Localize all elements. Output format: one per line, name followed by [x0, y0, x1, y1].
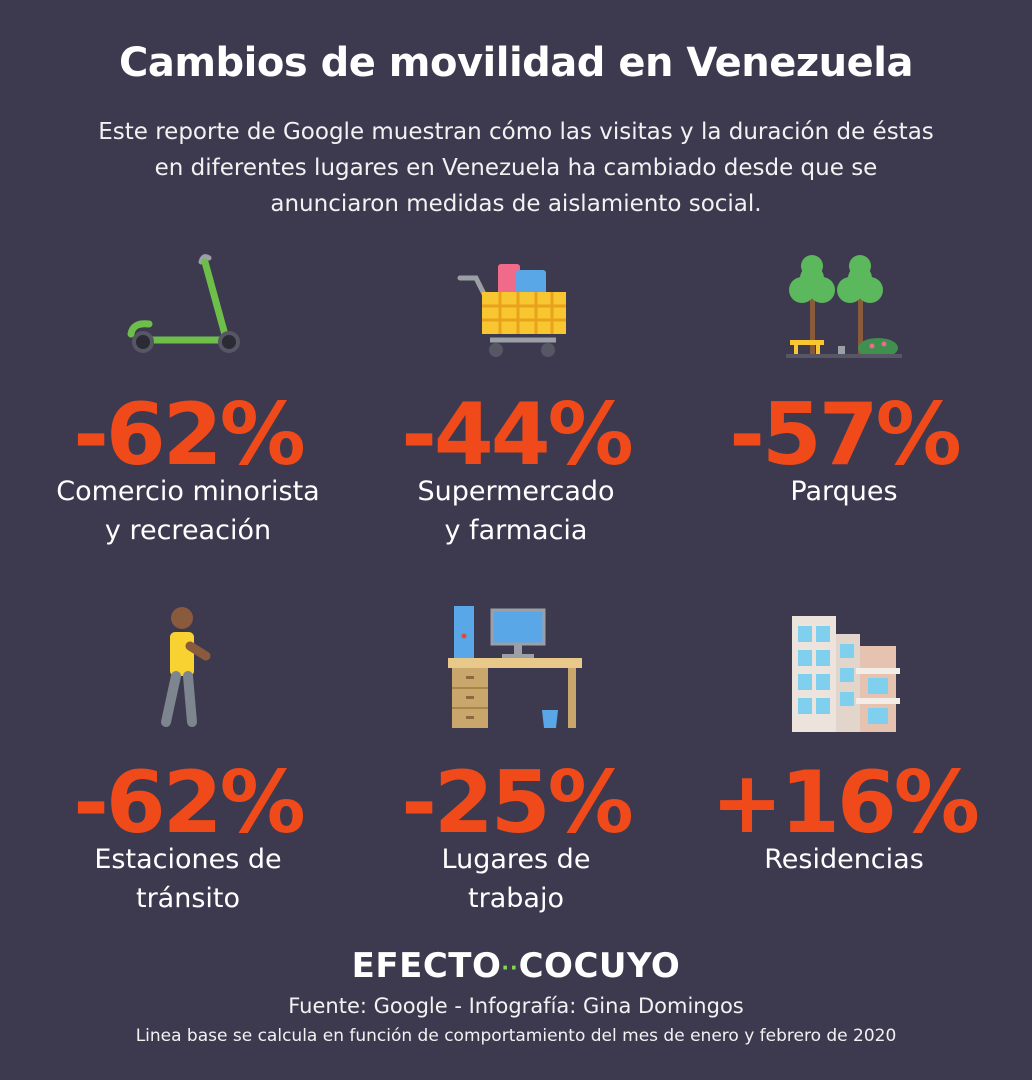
- stat-value: -25%: [401, 753, 634, 853]
- stat-value: -62%: [73, 753, 306, 853]
- stat-value: -44%: [401, 385, 634, 485]
- stat-label-line1: Lugares de: [441, 844, 591, 875]
- stat-label-line2: tránsito: [135, 883, 241, 914]
- brand-logo: EFECTO··COCUYO: [0, 946, 1032, 986]
- walking-person-icon: [16, 606, 360, 730]
- stat-label: Parques: [672, 472, 1016, 511]
- office-desk-icon: [344, 606, 688, 730]
- stat-label-line1: Parques: [790, 476, 898, 507]
- scooter-icon: [16, 250, 360, 360]
- stat-value: -62%: [73, 385, 306, 485]
- stat-label-line1: Estaciones de: [94, 844, 282, 875]
- stat-label: Residencias: [672, 840, 1016, 879]
- stat-label: Comercio minorista y recreación: [16, 472, 360, 550]
- page-subtitle: Este reporte de Google muestran cómo las…: [98, 119, 934, 217]
- park-trees-icon: [672, 250, 1016, 362]
- stat-label: Supermercado y farmacia: [344, 472, 688, 550]
- brand-dots-icon: ··: [501, 955, 519, 980]
- baseline-note: Linea base se calcula en función de comp…: [135, 1026, 897, 1046]
- stat-label: Estaciones de tránsito: [16, 840, 360, 918]
- stat-label-line2: y recreación: [104, 515, 272, 546]
- page-title: Cambios de movilidad en Venezuela: [119, 40, 913, 86]
- stat-label-line1: Residencias: [764, 844, 924, 875]
- stat-label-line2: trabajo: [468, 883, 564, 914]
- stat-label: Lugares de trabajo: [344, 840, 688, 918]
- stat-value: -57%: [729, 385, 962, 485]
- shopping-cart-icon: [344, 258, 688, 358]
- stat-value: +16%: [711, 753, 980, 853]
- stat-label-line1: Comercio minorista: [56, 476, 320, 507]
- source-credit: Fuente: Google - Infografía: Gina Doming…: [288, 994, 744, 1018]
- stat-label-line1: Supermercado: [417, 476, 615, 507]
- brand-left: EFECTO: [351, 946, 502, 986]
- residential-building-icon: [672, 612, 1016, 732]
- brand-right: COCUYO: [518, 946, 681, 986]
- stat-label-line2: y farmacia: [444, 515, 588, 546]
